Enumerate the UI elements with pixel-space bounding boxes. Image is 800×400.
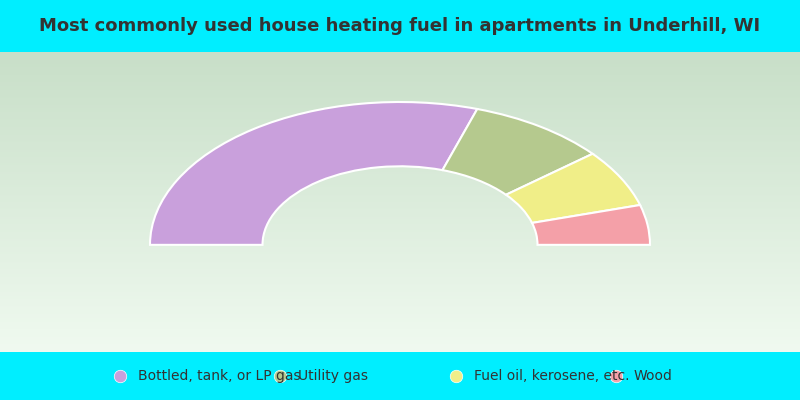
Wedge shape (442, 109, 593, 195)
Wedge shape (506, 154, 640, 223)
Text: Most commonly used house heating fuel in apartments in Underhill, WI: Most commonly used house heating fuel in… (39, 17, 761, 35)
Text: Utility gas: Utility gas (298, 369, 368, 383)
Text: Wood: Wood (634, 369, 673, 383)
Wedge shape (150, 102, 478, 245)
Text: Fuel oil, kerosene, etc.: Fuel oil, kerosene, etc. (474, 369, 629, 383)
Wedge shape (532, 205, 650, 245)
Text: Bottled, tank, or LP gas: Bottled, tank, or LP gas (138, 369, 300, 383)
